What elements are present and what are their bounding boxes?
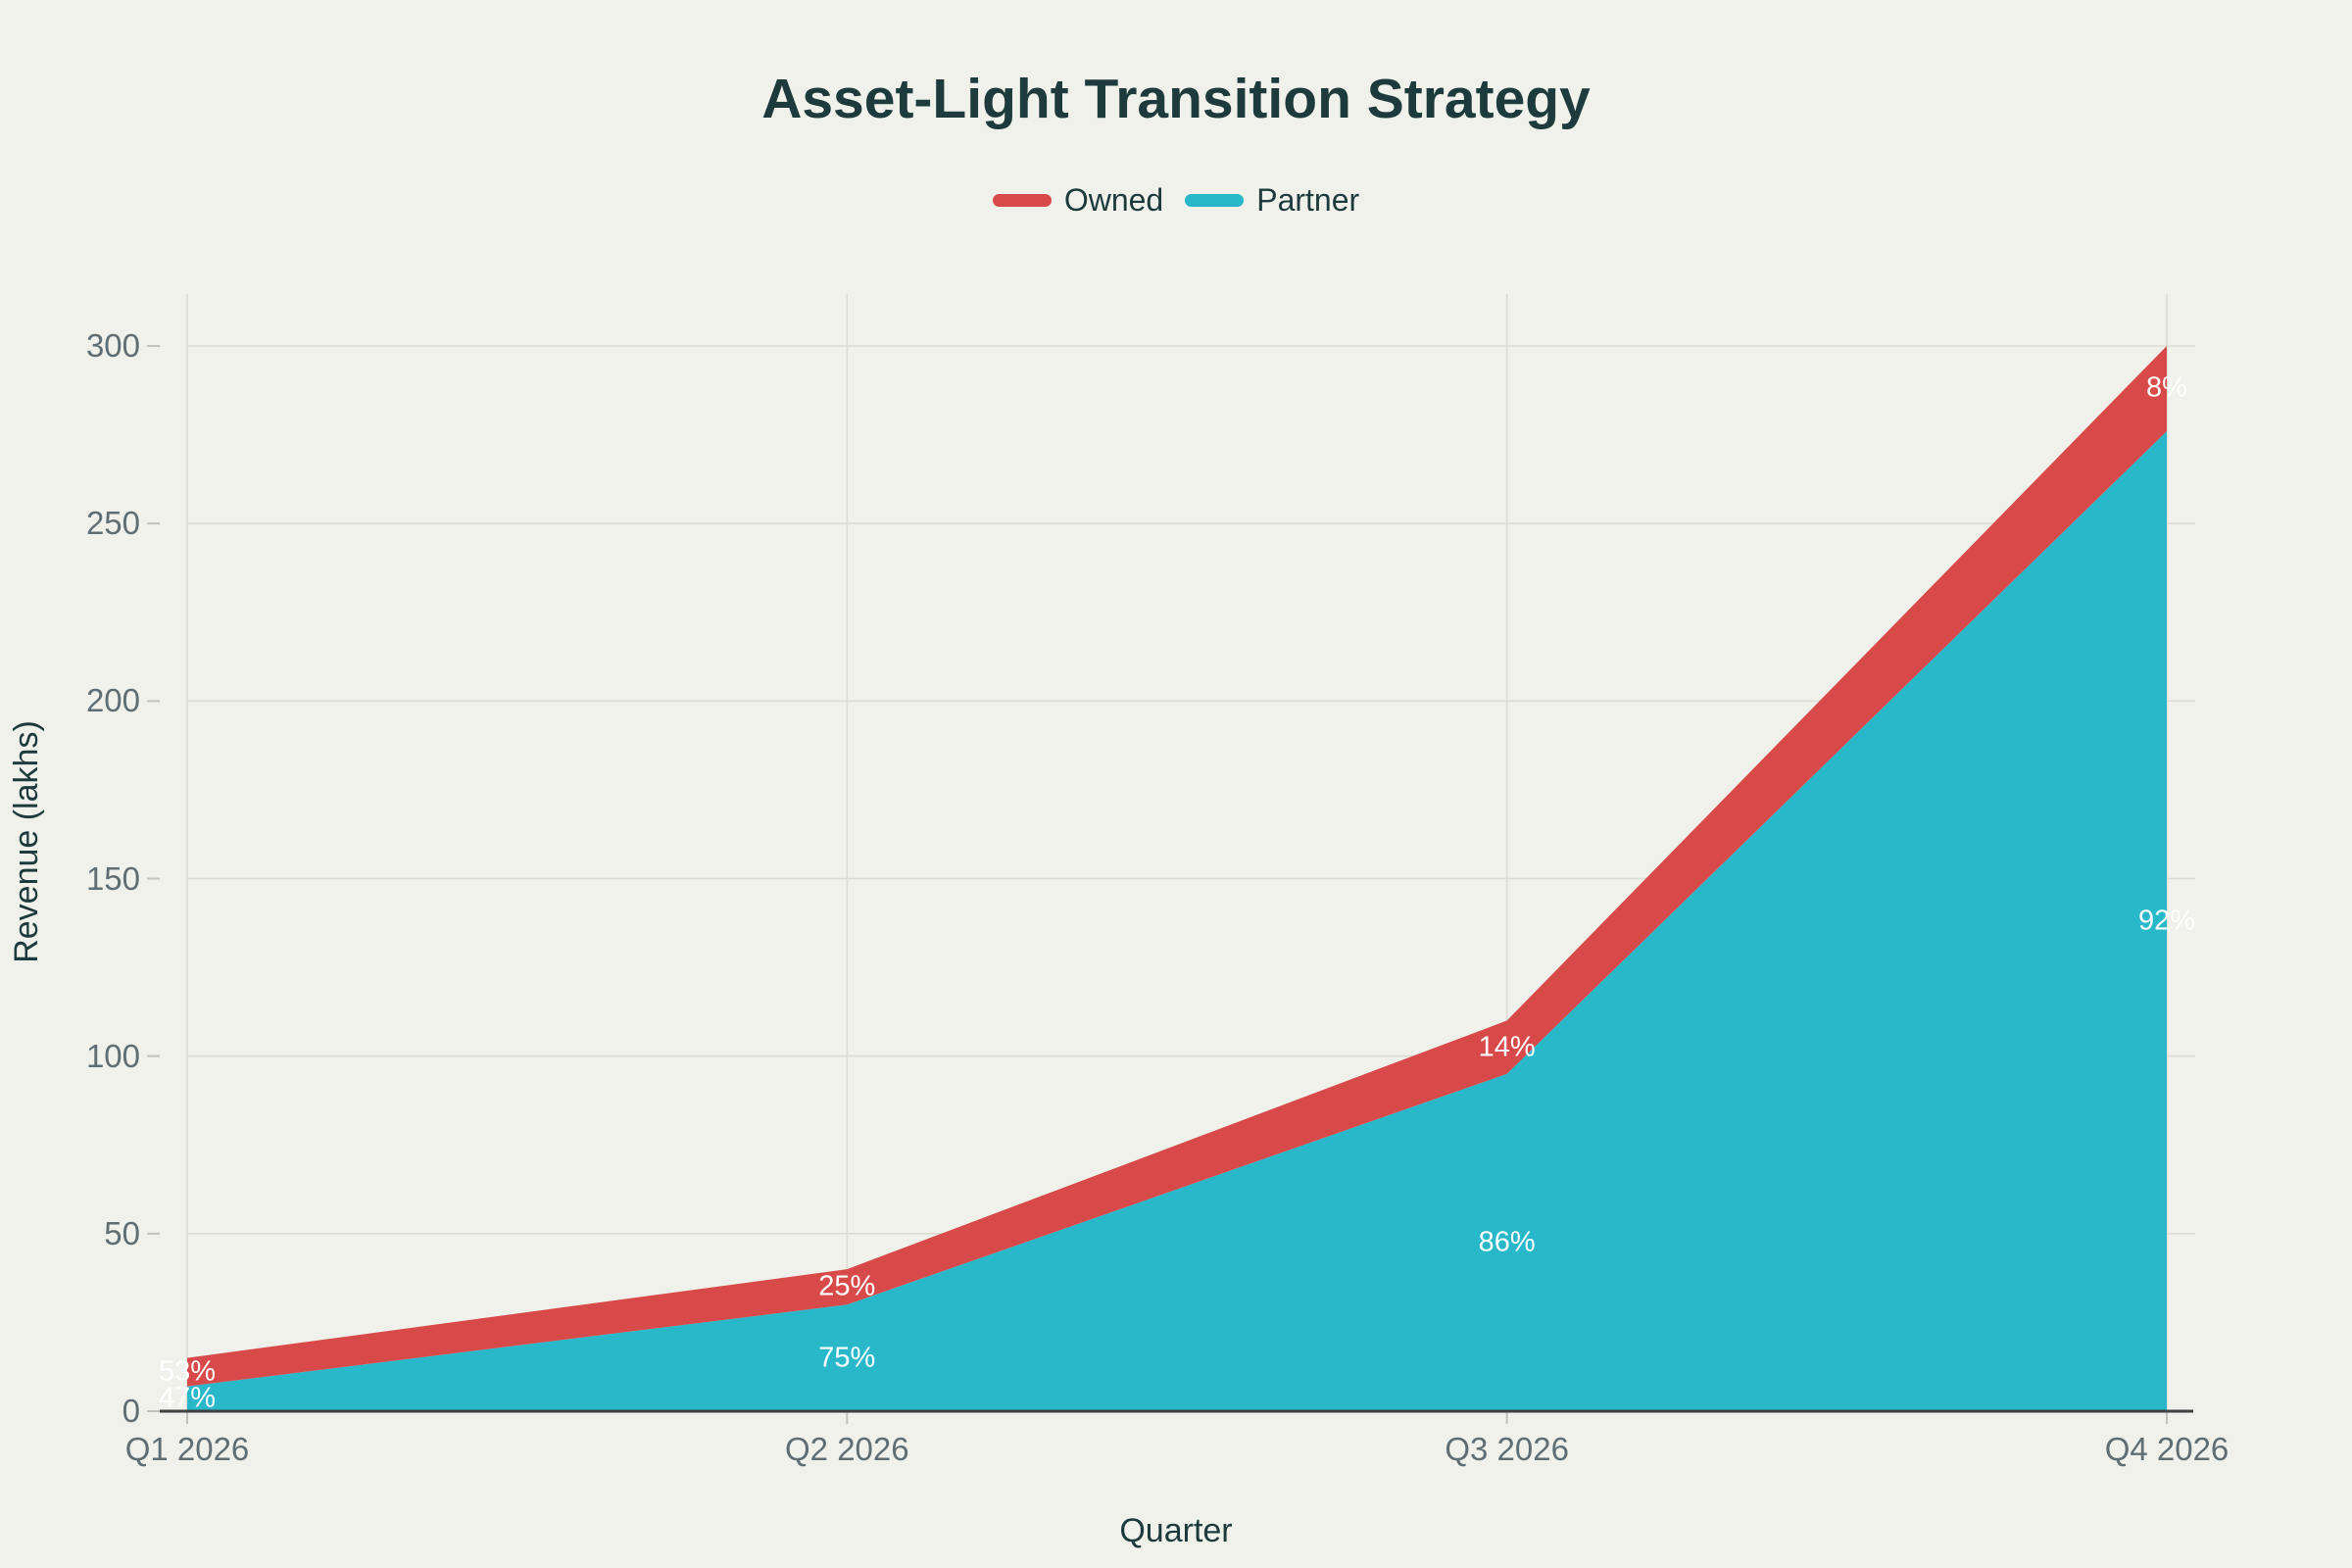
legend-label: Partner xyxy=(1256,182,1360,218)
pct-label-owned: 53% xyxy=(158,1355,217,1388)
legend-label: Owned xyxy=(1063,182,1164,218)
y-tick-label: 300 xyxy=(85,327,140,364)
legend-swatch-partner xyxy=(1185,194,1245,207)
x-tick-label: Q4 2026 xyxy=(2104,1431,2230,1467)
y-tick-label: 50 xyxy=(104,1214,140,1251)
pct-label-owned: 8% xyxy=(2146,371,2187,404)
legend-swatch-owned xyxy=(992,194,1052,207)
chart-title: Asset-Light Transition Strategy xyxy=(761,68,1591,130)
legend-item-partner[interactable]: Partner xyxy=(1185,182,1359,219)
y-tick-label: 150 xyxy=(85,859,140,897)
y-axis-title: Revenue (lakhs) xyxy=(8,720,45,963)
area-owned xyxy=(187,346,2167,1387)
x-axis-title: Quarter xyxy=(1119,1512,1233,1549)
area-partner xyxy=(187,430,2167,1412)
pct-label-partner: 92% xyxy=(2137,905,2196,937)
legend-item-owned[interactable]: Owned xyxy=(992,182,1164,219)
pct-label-partner: 47% xyxy=(158,1382,217,1414)
pct-label-owned: 14% xyxy=(1478,1031,1536,1063)
y-tick-label: 0 xyxy=(122,1393,140,1429)
pct-label-owned: 25% xyxy=(818,1270,876,1302)
pct-label-partner: 86% xyxy=(1478,1226,1536,1258)
x-tick-label: Q3 2026 xyxy=(1445,1431,1569,1467)
y-tick-label: 100 xyxy=(85,1037,140,1074)
x-tick-label: Q2 2026 xyxy=(785,1431,909,1467)
pct-label-partner: 75% xyxy=(818,1342,876,1374)
x-tick-label: Q1 2026 xyxy=(124,1431,250,1467)
legend: Owned Partner xyxy=(0,182,2352,219)
y-tick-label: 200 xyxy=(85,682,140,719)
y-tick-label: 250 xyxy=(85,505,140,542)
